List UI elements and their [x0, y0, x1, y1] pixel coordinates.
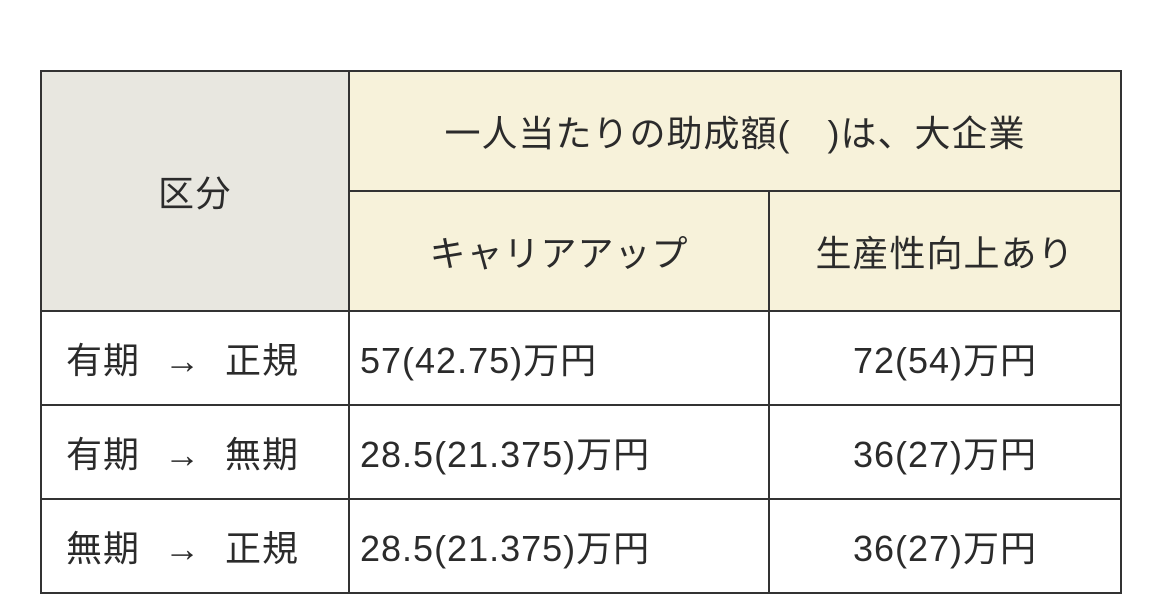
table-row: 無期 → 正規 28.5(21.375)万円 36(27)万円 — [41, 499, 1121, 593]
arrow-icon: → — [164, 340, 201, 382]
row-label: 有期 → 無期 — [41, 405, 349, 499]
header-kubun: 区分 — [41, 71, 349, 311]
header-productivity: 生産性向上あり — [769, 191, 1121, 311]
row-from: 有期 — [66, 434, 140, 475]
header-subsidy-top: 一人当たりの助成額( )は、大企業 — [349, 71, 1121, 191]
table-row: 有期 → 正規 57(42.75)万円 72(54)万円 — [41, 311, 1121, 405]
table-row: 有期 → 無期 28.5(21.375)万円 36(27)万円 — [41, 405, 1121, 499]
row-label: 無期 → 正規 — [41, 499, 349, 593]
cell-productivity: 72(54)万円 — [769, 311, 1121, 405]
header-career-up: キャリアアップ — [349, 191, 769, 311]
arrow-icon: → — [164, 434, 201, 476]
row-to: 正規 — [225, 528, 299, 569]
row-label: 有期 → 正規 — [41, 311, 349, 405]
row-to: 正規 — [225, 340, 299, 381]
table-container: 区分 一人当たりの助成額( )は、大企業 キャリアアップ 生産性向上あり 有期 →… — [0, 0, 1170, 594]
cell-career: 28.5(21.375)万円 — [349, 499, 769, 593]
arrow-icon: → — [164, 528, 201, 570]
cell-productivity: 36(27)万円 — [769, 405, 1121, 499]
cell-career: 57(42.75)万円 — [349, 311, 769, 405]
row-from: 無期 — [66, 528, 140, 569]
subsidy-table: 区分 一人当たりの助成額( )は、大企業 キャリアアップ 生産性向上あり 有期 →… — [40, 70, 1122, 594]
row-from: 有期 — [66, 340, 140, 381]
cell-career: 28.5(21.375)万円 — [349, 405, 769, 499]
cell-productivity: 36(27)万円 — [769, 499, 1121, 593]
row-to: 無期 — [225, 434, 299, 475]
